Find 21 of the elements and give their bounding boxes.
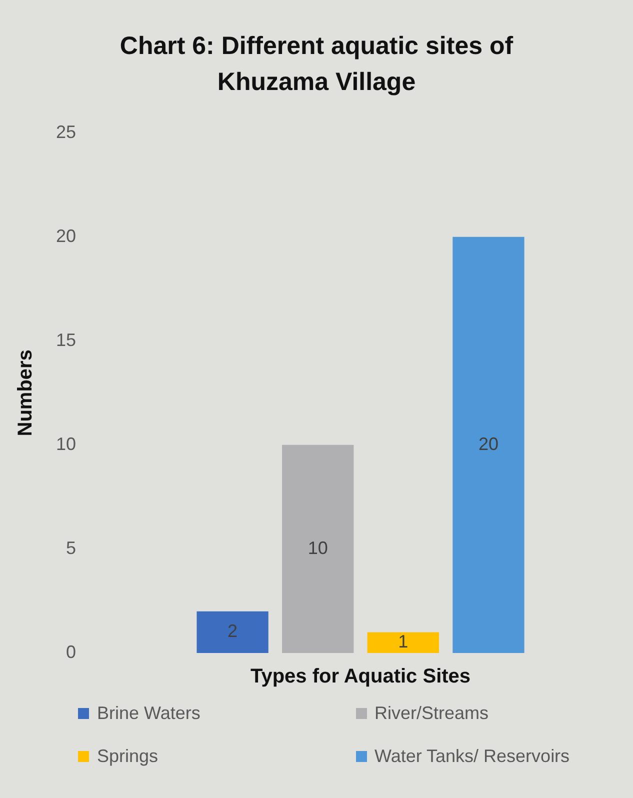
data-label: 2 — [228, 621, 238, 642]
x-axis-title: Types for Aquatic Sites — [250, 666, 471, 688]
bar — [196, 611, 268, 653]
y-tick-label: 25 — [56, 122, 76, 142]
legend-label: Water Tanks/ Reservoirs — [374, 746, 570, 767]
data-label: 1 — [398, 632, 408, 652]
y-tick-label: 0 — [66, 642, 76, 662]
legend-label: Springs — [97, 746, 158, 767]
bar — [282, 444, 354, 653]
data-label: 10 — [308, 538, 328, 558]
data-label: 20 — [478, 434, 498, 454]
bar — [452, 236, 524, 653]
legend-label: River/Streams — [374, 703, 489, 724]
y-tick-label: 10 — [56, 434, 76, 454]
y-tick-label: 20 — [56, 226, 76, 246]
chart-title: Chart 6: Different aquatic sites of Khuzama Village — [118, 31, 514, 98]
bar — [367, 632, 439, 653]
y-tick-label: 15 — [56, 330, 76, 350]
y-axis-title: Numbers — [14, 350, 37, 436]
legend-label: Brine Waters — [97, 703, 200, 724]
y-tick-label: 5 — [66, 538, 76, 558]
